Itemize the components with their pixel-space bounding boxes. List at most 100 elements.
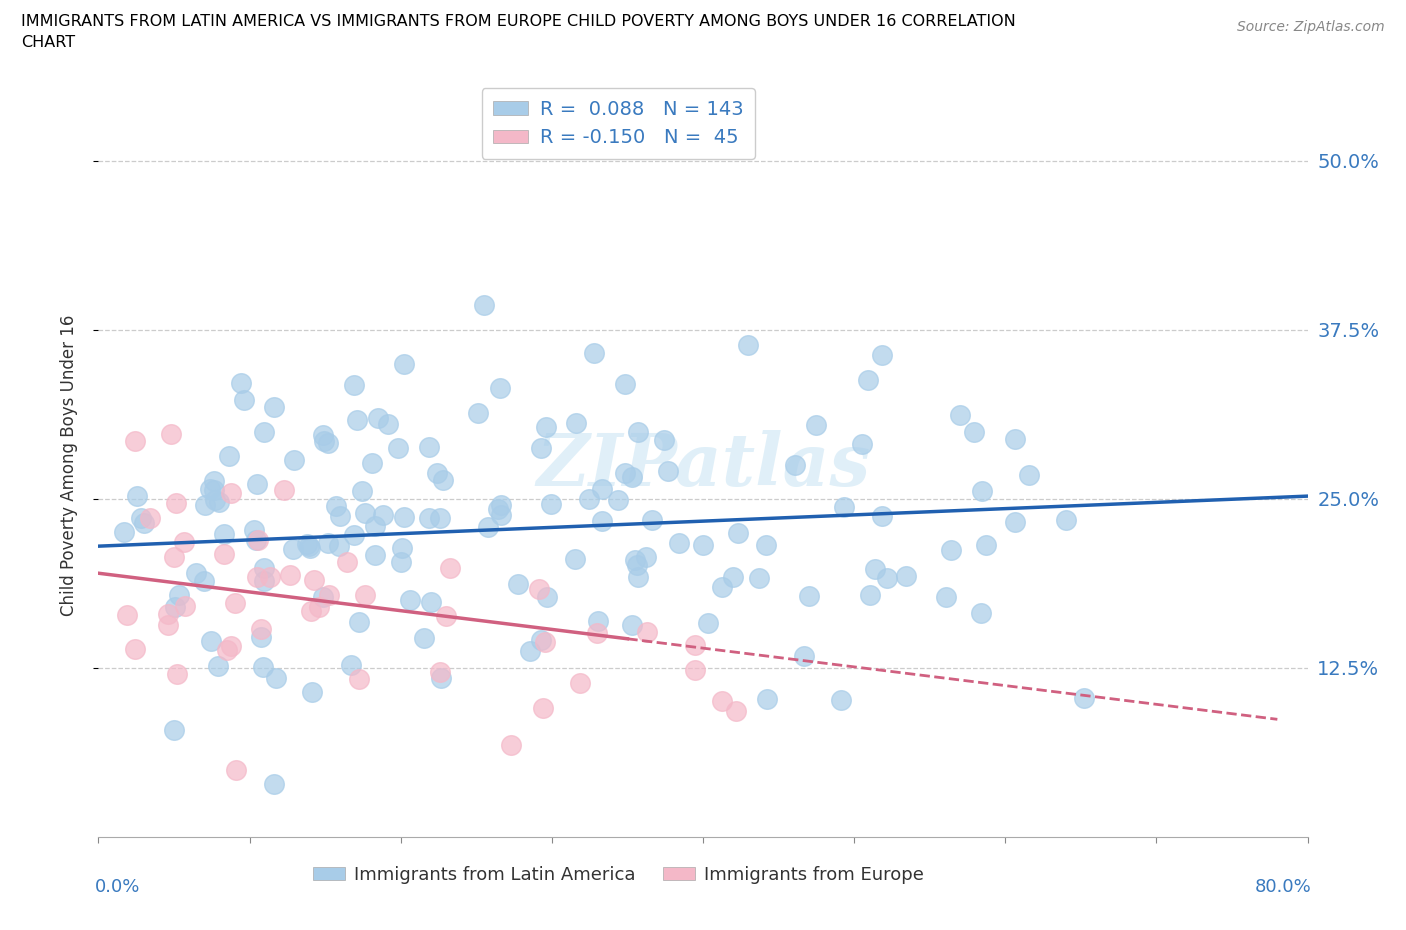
Y-axis label: Child Poverty Among Boys Under 16: Child Poverty Among Boys Under 16 — [59, 314, 77, 616]
Point — [218, 449, 240, 464]
Point — [429, 665, 451, 680]
Point — [184, 565, 207, 580]
Point — [756, 692, 779, 707]
Point — [696, 616, 718, 631]
Point — [163, 723, 186, 737]
Point — [264, 671, 287, 685]
Point — [418, 511, 440, 525]
Point — [221, 639, 243, 654]
Point — [165, 495, 187, 510]
Point — [863, 562, 886, 577]
Point — [519, 644, 541, 658]
Point — [963, 424, 986, 439]
Point — [627, 569, 650, 584]
Point — [328, 538, 350, 553]
Point — [565, 416, 588, 431]
Text: 80.0%: 80.0% — [1254, 878, 1312, 896]
Point — [724, 704, 747, 719]
Point — [129, 511, 152, 525]
Point — [202, 473, 225, 488]
Point — [207, 658, 229, 673]
Point — [799, 589, 821, 604]
Point — [614, 465, 637, 480]
Point — [489, 498, 512, 512]
Point — [166, 667, 188, 682]
Point — [1054, 512, 1077, 527]
Point — [876, 571, 898, 586]
Point — [418, 439, 440, 454]
Point — [212, 547, 235, 562]
Point — [721, 570, 744, 585]
Point — [174, 598, 197, 613]
Point — [529, 440, 551, 455]
Point — [112, 525, 135, 539]
Point — [208, 495, 231, 510]
Point — [870, 348, 893, 363]
Point — [506, 577, 529, 591]
Point — [748, 571, 770, 586]
Point — [668, 536, 690, 551]
Point — [124, 642, 146, 657]
Point — [392, 356, 415, 371]
Point — [115, 607, 138, 622]
Point — [858, 373, 880, 388]
Point — [200, 633, 222, 648]
Point — [727, 525, 749, 540]
Point — [202, 483, 225, 498]
Point — [312, 590, 335, 604]
Point — [246, 476, 269, 491]
Text: 0.0%: 0.0% — [94, 878, 141, 896]
Point — [245, 532, 267, 547]
Point — [614, 377, 637, 392]
Point — [620, 618, 643, 632]
Point — [467, 405, 489, 420]
Point — [624, 553, 647, 568]
Point — [283, 541, 305, 556]
Point — [472, 298, 495, 312]
Point — [429, 511, 451, 525]
Point — [157, 606, 180, 621]
Point — [347, 615, 370, 630]
Point — [387, 441, 409, 456]
Point — [527, 581, 550, 596]
Point — [972, 484, 994, 498]
Point — [302, 573, 325, 588]
Text: CHART: CHART — [21, 35, 75, 50]
Text: ZIPatlas: ZIPatlas — [536, 430, 870, 500]
Point — [263, 399, 285, 414]
Point — [627, 424, 650, 439]
Point — [273, 483, 295, 498]
Point — [259, 569, 281, 584]
Point — [1018, 468, 1040, 483]
Point — [1004, 432, 1026, 446]
Point — [346, 413, 368, 428]
Text: Source: ZipAtlas.com: Source: ZipAtlas.com — [1237, 20, 1385, 34]
Point — [652, 432, 675, 447]
Point — [204, 493, 226, 508]
Point — [657, 464, 679, 479]
Point — [641, 513, 664, 528]
Point — [489, 380, 512, 395]
Point — [247, 533, 270, 548]
Point — [124, 433, 146, 448]
Point — [163, 550, 186, 565]
Point — [894, 568, 917, 583]
Point — [200, 481, 222, 496]
Point — [621, 470, 644, 485]
Point — [316, 435, 339, 450]
Point — [253, 561, 276, 576]
Point — [626, 558, 648, 573]
Point — [935, 589, 957, 604]
Point — [193, 574, 215, 589]
Point — [246, 569, 269, 584]
Point — [569, 675, 592, 690]
Point — [278, 567, 301, 582]
Point — [377, 417, 399, 432]
Point — [834, 499, 856, 514]
Text: IMMIGRANTS FROM LATIN AMERICA VS IMMIGRANTS FROM EUROPE CHILD POVERTY AMONG BOYS: IMMIGRANTS FROM LATIN AMERICA VS IMMIGRA… — [21, 14, 1017, 29]
Point — [578, 492, 600, 507]
Point — [316, 536, 339, 551]
Point — [804, 418, 827, 432]
Point — [363, 548, 385, 563]
Point — [583, 346, 606, 361]
